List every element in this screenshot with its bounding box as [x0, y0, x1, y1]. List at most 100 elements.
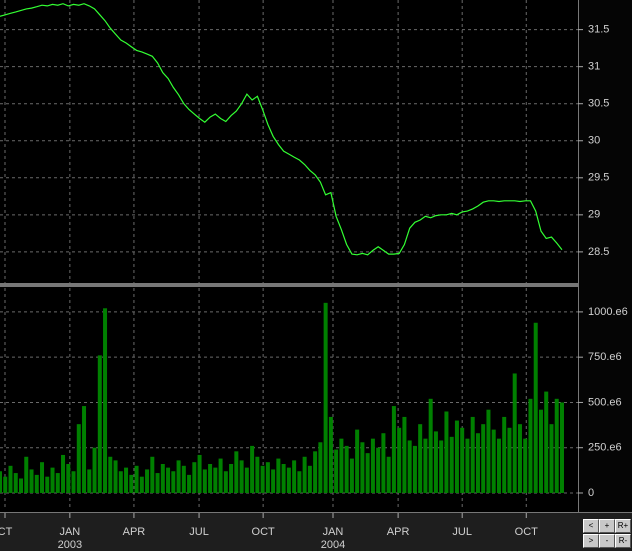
volume-bar — [517, 424, 522, 493]
volume-bar — [376, 447, 381, 493]
price-line — [0, 3, 563, 256]
volume-bar — [76, 424, 81, 493]
y-tick-label: 250.e6 — [588, 442, 622, 454]
volume-bar — [92, 447, 97, 493]
volume-bar — [549, 424, 554, 493]
volume-bar — [423, 438, 428, 493]
volume-bar — [208, 464, 213, 493]
volume-bar — [0, 471, 2, 493]
control-button[interactable]: R+ — [615, 519, 631, 533]
volume-bar — [197, 454, 202, 493]
volume-bar — [454, 420, 459, 493]
volume-bar — [402, 416, 407, 493]
volume-bar — [192, 462, 197, 493]
y-tick-label: 500.e6 — [588, 396, 622, 408]
y-axis-strip — [579, 0, 632, 512]
volume-bar — [34, 474, 39, 493]
y-tick-label: 28.5 — [588, 246, 609, 258]
volume-bar — [297, 471, 302, 493]
volume-bar — [486, 409, 491, 493]
volume-bar — [87, 469, 92, 493]
volume-bar — [118, 471, 123, 493]
x-tick-label: OCT — [252, 526, 276, 538]
volume-bar — [276, 458, 281, 493]
volume-bar — [554, 398, 559, 493]
control-button[interactable]: - — [599, 534, 615, 548]
volume-bar — [66, 464, 71, 493]
volume-bar — [50, 467, 55, 493]
x-tick-label: CT — [0, 526, 13, 538]
volume-bar — [223, 471, 228, 493]
volume-bar — [250, 445, 255, 493]
volume-bar — [281, 464, 286, 493]
volume-bar — [307, 465, 312, 493]
volume-bar — [124, 467, 129, 493]
volume-bar — [344, 445, 349, 493]
volume-bar — [187, 474, 192, 493]
volume-bar — [418, 424, 423, 493]
x-tick-label: JUL — [452, 526, 472, 538]
volume-bar — [108, 456, 113, 493]
volume-bar — [129, 474, 134, 493]
x-year-label: 2004 — [321, 539, 345, 551]
volume-bar — [360, 442, 365, 493]
volume-bar — [218, 458, 223, 493]
y-tick-label: 30 — [588, 135, 600, 147]
volume-bar — [113, 460, 118, 493]
volume-bar — [71, 471, 76, 493]
volume-bar — [229, 464, 234, 493]
x-tick-label: OCT — [515, 526, 539, 538]
x-tick-label: JUL — [189, 526, 209, 538]
volume-bar — [559, 402, 564, 493]
volume-bar — [449, 436, 454, 493]
volume-bar — [181, 465, 186, 493]
y-tick-label: 1000.e6 — [588, 306, 628, 318]
volume-bar — [239, 460, 244, 493]
volume-bar — [82, 406, 87, 493]
volume-bar — [171, 471, 176, 493]
control-button[interactable]: > — [583, 534, 599, 548]
volume-bar — [134, 465, 139, 493]
volume-bar — [528, 398, 533, 493]
control-button[interactable]: + — [599, 519, 615, 533]
y-tick-label: 750.e6 — [588, 351, 622, 363]
y-tick-label: 29.5 — [588, 172, 609, 184]
volume-bar — [24, 456, 29, 493]
volume-bar — [339, 438, 344, 493]
volume-bar — [8, 465, 13, 493]
volume-bar — [328, 416, 333, 493]
volume-bar — [286, 467, 291, 493]
volume-bar — [313, 451, 318, 493]
volume-bar — [202, 469, 207, 493]
volume-bar — [265, 462, 270, 493]
volume-bar — [475, 433, 480, 493]
volume-bar — [166, 467, 171, 493]
control-button[interactable]: R- — [615, 534, 631, 548]
volume-bar — [512, 373, 517, 493]
volume-bar — [355, 429, 360, 493]
volume-bar — [155, 473, 160, 493]
volume-bar — [55, 473, 60, 493]
volume-bar — [145, 469, 150, 493]
volume-bar — [444, 411, 449, 493]
volume-bar — [465, 438, 470, 493]
x-axis-strip — [0, 512, 632, 551]
x-tick-label: JAN — [323, 526, 344, 538]
volume-bar — [260, 465, 265, 493]
volume-bar — [176, 460, 181, 493]
control-button[interactable]: < — [583, 519, 599, 533]
volume-bar — [29, 469, 34, 493]
volume-bar — [349, 458, 354, 493]
volume-bar — [433, 431, 438, 493]
y-tick-label: 30.5 — [588, 98, 609, 110]
volume-bar — [271, 469, 276, 493]
panel-separator — [0, 283, 579, 287]
volume-bar — [97, 355, 102, 493]
volume-bar — [370, 438, 375, 493]
volume-bar — [160, 464, 165, 493]
volume-bar — [244, 467, 249, 493]
volume-bar — [13, 473, 18, 493]
volume-bar — [103, 308, 108, 493]
